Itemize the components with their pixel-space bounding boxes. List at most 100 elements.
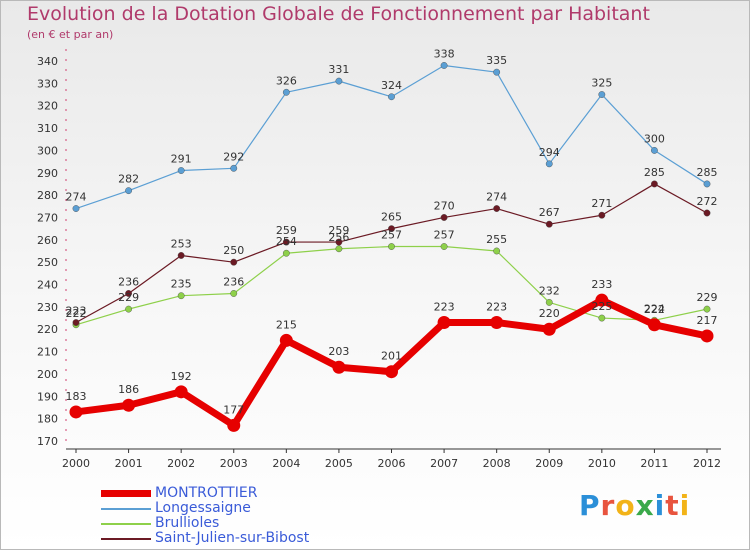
x-tick-label: 2001 [115, 457, 143, 470]
data-point-saint-julien-sur-bibost [545, 220, 553, 228]
y-tick-label: 330 [37, 77, 58, 90]
legend-label: Longessaigne [155, 500, 251, 516]
x-tick-label: 2006 [378, 457, 406, 470]
data-point-montrottier [490, 316, 504, 330]
data-label-montrottier: 186 [118, 383, 139, 396]
data-label-brullioles: 256 [328, 231, 349, 244]
x-tick-label: 2010 [588, 457, 616, 470]
data-point-montrottier [279, 333, 293, 347]
y-tick-label: 340 [37, 55, 58, 68]
series-points [69, 62, 714, 432]
legend-swatch [101, 538, 151, 540]
data-point-saint-julien-sur-bibost [177, 252, 185, 259]
proxiti-logo: Proxiti [579, 489, 690, 522]
data-label-saint-julien-sur-bibost: 259 [276, 224, 297, 237]
x-tick-label: 2012 [693, 457, 721, 470]
data-label-longessaigne: 325 [591, 77, 612, 90]
x-tick-label: 2002 [167, 457, 195, 470]
data-label-montrottier: 217 [697, 314, 718, 327]
data-point-longessaigne [282, 88, 290, 96]
data-label-longessaigne: 331 [328, 63, 349, 76]
data-label-montrottier: 203 [328, 345, 349, 358]
y-tick-label: 250 [37, 256, 58, 269]
x-tick-label: 2004 [272, 457, 300, 470]
data-point-montrottier [700, 329, 714, 343]
y-tick-label: 190 [37, 390, 58, 403]
data-label-brullioles: 222 [66, 307, 87, 320]
data-label-longessaigne: 326 [276, 74, 297, 87]
y-tick-label: 230 [37, 301, 58, 314]
x-tick-label: 2005 [325, 457, 353, 470]
data-point-brullioles [335, 245, 343, 253]
data-label-longessaigne: 292 [223, 150, 244, 163]
data-label-montrottier: 222 [644, 303, 665, 316]
y-tick-label: 220 [37, 323, 58, 336]
data-label-brullioles: 229 [697, 291, 718, 304]
logo-letter: P [579, 489, 601, 522]
y-tick-label: 280 [37, 189, 58, 202]
data-point-saint-julien-sur-bibost [493, 205, 501, 212]
data-label-saint-julien-sur-bibost: 272 [697, 195, 718, 208]
data-label-brullioles: 254 [276, 235, 297, 248]
y-tick-label: 210 [37, 346, 58, 359]
data-label-montrottier: 223 [486, 301, 507, 314]
chart-plot: 170 180 190 200 210 220 230 240 250 260 270 280 290 3… [37, 47, 721, 470]
chart-subtitle: (en € et par an) [27, 28, 114, 41]
data-point-montrottier [227, 418, 241, 432]
data-label-longessaigne: 335 [486, 54, 507, 67]
data-point-saint-julien-sur-bibost [703, 209, 711, 217]
data-label-saint-julien-sur-bibost: 259 [328, 224, 349, 237]
y-tick-label: 290 [37, 167, 58, 180]
x-tick-label: 2007 [430, 457, 458, 470]
data-label-brullioles: 224 [644, 302, 665, 315]
data-label-saint-julien-sur-bibost: 250 [223, 244, 244, 257]
data-label-longessaigne: 282 [118, 173, 139, 186]
legend-label: Brullioles [155, 515, 220, 531]
data-point-brullioles [177, 292, 185, 300]
legend-swatch [101, 523, 151, 525]
data-point-longessaigne [545, 160, 553, 168]
data-point-saint-julien-sur-bibost [282, 238, 290, 246]
data-point-montrottier [332, 360, 346, 374]
data-label-montrottier: 215 [276, 318, 297, 331]
data-point-longessaigne [72, 205, 80, 212]
data-point-saint-julien-sur-bibost [72, 319, 80, 326]
data-label-longessaigne: 285 [697, 166, 718, 179]
data-label-longessaigne: 291 [171, 153, 192, 166]
y-tick-label: 310 [37, 122, 58, 135]
data-label-brullioles: 257 [381, 229, 402, 242]
data-point-saint-julien-sur-bibost [230, 258, 238, 266]
y-tick-label: 240 [37, 279, 58, 292]
data-point-montrottier [122, 398, 136, 412]
chart-title: Evolution de la Dotation Globale de Fonc… [27, 3, 650, 25]
data-point-brullioles [598, 314, 606, 322]
data-label-montrottier: 177 [223, 403, 244, 416]
data-label-brullioles: 225 [591, 300, 612, 313]
x-tick-label: 2009 [535, 457, 563, 470]
data-point-brullioles [282, 249, 290, 257]
data-point-longessaigne [388, 93, 395, 101]
data-label-saint-julien-sur-bibost: 236 [118, 275, 139, 288]
data-label-montrottier: 223 [434, 301, 455, 314]
data-point-saint-julien-sur-bibost [125, 290, 132, 297]
data-point-saint-julien-sur-bibost [598, 211, 606, 219]
data-label-montrottier: 220 [539, 307, 560, 320]
data-label-montrottier: 233 [591, 278, 612, 291]
data-label-brullioles: 257 [434, 229, 455, 242]
legend-swatch [101, 490, 151, 497]
data-point-montrottier [595, 293, 609, 307]
logo-letter: i [654, 489, 666, 522]
x-tick-label: 2003 [220, 457, 248, 470]
data-label-longessaigne: 324 [381, 79, 402, 92]
data-label-brullioles: 229 [118, 291, 139, 304]
data-point-montrottier [542, 322, 556, 336]
data-point-montrottier [437, 316, 451, 330]
chart-axes: 170 180 190 200 210 220 230 240 250 260 270 280 290 3… [37, 49, 721, 470]
y-tick-label: 260 [37, 234, 58, 247]
data-label-longessaigne: 274 [66, 191, 87, 204]
data-point-brullioles [493, 247, 501, 255]
data-label-saint-julien-sur-bibost: 285 [644, 166, 665, 179]
data-point-montrottier [69, 405, 83, 419]
data-point-brullioles [545, 299, 553, 306]
